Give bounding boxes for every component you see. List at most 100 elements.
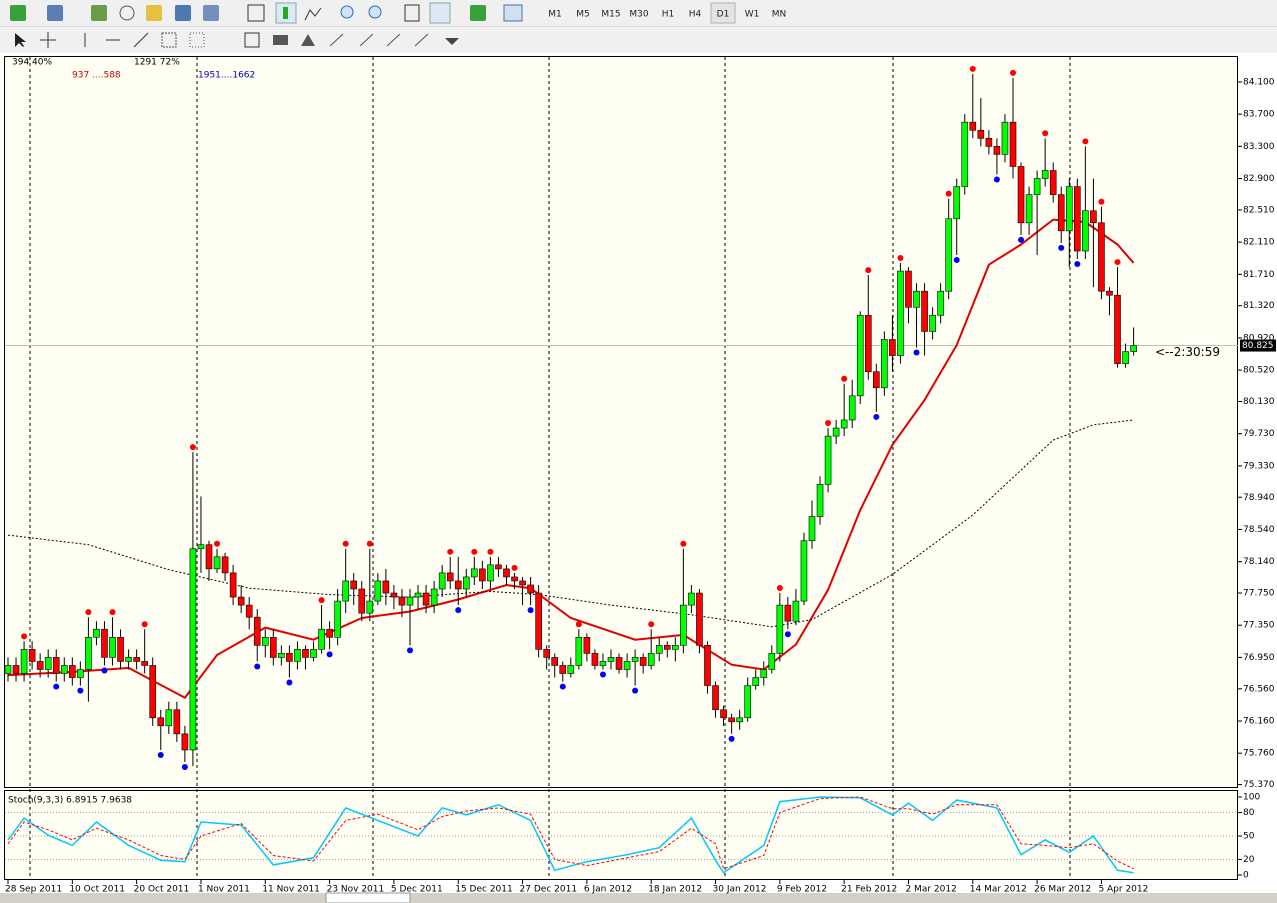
x-tick-label: 23 Nov 2011	[327, 885, 385, 895]
x-tick-label: 18 Jan 2012	[648, 885, 702, 895]
cursor-tool[interactable]	[15, 33, 26, 47]
candle-icon	[283, 7, 288, 19]
fractal-down	[527, 607, 534, 614]
fibo-tool[interactable]	[189, 32, 205, 48]
x-tick-label: 14 Mar 2012	[970, 885, 1027, 895]
candle-body	[688, 592, 695, 606]
candle-body	[808, 516, 816, 542]
x-tick-label: 9 Feb 2012	[777, 885, 827, 895]
period-button[interactable]: H1	[662, 10, 675, 20]
candle-body	[672, 645, 679, 650]
period-bar: M1 M5 M15 M30 H1 H4 D1 W1 MN	[548, 10, 786, 20]
periods-button[interactable]	[503, 4, 523, 22]
candle-body	[776, 604, 784, 654]
candle-body	[607, 657, 615, 662]
chart-shift-button[interactable]	[429, 2, 451, 24]
line-chart-button[interactable]	[304, 7, 322, 21]
candle-body	[414, 592, 422, 598]
profiles-button[interactable]	[47, 5, 63, 21]
expansion-tool[interactable]	[414, 33, 429, 47]
rectangle-tool[interactable]	[273, 35, 288, 45]
terminal-button[interactable]	[175, 5, 191, 21]
pitchfork-tool[interactable]	[329, 33, 344, 47]
bar-chart-button[interactable]	[247, 4, 265, 22]
candle-body	[816, 484, 824, 517]
navigator-button[interactable]	[119, 5, 135, 21]
candle-body	[60, 665, 68, 674]
candle-body	[993, 146, 1001, 155]
candle-body	[173, 709, 181, 735]
candle-body	[189, 548, 197, 751]
x-tick-label: 2 Mar 2012	[905, 885, 956, 895]
candle-body	[953, 186, 961, 220]
triangle-tool[interactable]	[301, 34, 315, 46]
price-panel	[4, 56, 1238, 788]
fractal-down	[873, 413, 880, 420]
candle-body	[382, 580, 390, 594]
trendline-tool[interactable]	[133, 32, 149, 48]
label-tool[interactable]	[244, 32, 260, 48]
candle-body	[117, 636, 124, 662]
new-order-button[interactable]	[10, 5, 26, 21]
period-button[interactable]: MN	[772, 10, 787, 20]
zoom-in-button[interactable]	[340, 5, 354, 19]
candle-body	[1041, 170, 1049, 179]
y-tick-label: 80.920	[1243, 333, 1275, 343]
fractal-down	[1074, 261, 1081, 268]
arc-tool[interactable]	[386, 33, 401, 47]
indicators-button[interactable]	[470, 5, 486, 21]
period-button[interactable]: M15	[601, 10, 620, 20]
tester-button[interactable]	[203, 5, 219, 21]
info-text: 937 ....588	[72, 71, 121, 81]
candle-body	[1122, 351, 1129, 364]
candle-body	[704, 645, 711, 686]
chart-tab[interactable]	[325, 892, 411, 903]
candle-body	[824, 435, 832, 485]
candle-body	[149, 665, 157, 719]
channel-tool[interactable]	[161, 32, 177, 48]
arrows-tool[interactable]	[445, 38, 459, 45]
x-tick-label: 1 Nov 2011	[198, 885, 250, 895]
indicator-line	[7, 796, 1134, 870]
fractal-down	[784, 631, 791, 638]
period-button[interactable]: W1	[745, 10, 760, 20]
candle-body	[286, 653, 293, 662]
period-button[interactable]: M1	[548, 10, 562, 20]
favorites-button[interactable]	[146, 5, 162, 21]
period-button[interactable]: D1	[717, 10, 730, 20]
y-tick-label: 81.710	[1243, 270, 1275, 280]
candle-body	[1114, 294, 1121, 364]
y-tick-label: 0	[1243, 871, 1249, 881]
candle-body	[792, 600, 800, 622]
autoscroll-button[interactable]	[404, 4, 420, 22]
candle-body	[422, 592, 430, 606]
chart-tabs-bar	[0, 893, 1277, 903]
candle-body	[77, 669, 84, 678]
market-watch-button[interactable]	[91, 5, 107, 21]
candle-body	[358, 588, 366, 614]
candle-body	[229, 572, 237, 598]
period-button[interactable]: M30	[629, 10, 648, 20]
bid-label: 80.825	[1242, 341, 1274, 351]
info-text: 1951....1662	[198, 71, 255, 81]
candle-body	[728, 717, 735, 723]
y-tick-label: 75.760	[1243, 749, 1275, 759]
x-tick-label: 27 Dec 2011	[520, 885, 578, 895]
candle-body	[12, 665, 20, 674]
fan-tool[interactable]	[359, 33, 374, 47]
candle-body	[591, 653, 599, 666]
candle-body	[205, 544, 213, 570]
period-button[interactable]: H4	[689, 10, 702, 20]
candle-body	[1017, 166, 1025, 224]
candle-body	[430, 588, 438, 606]
fractal-down	[157, 751, 164, 758]
period-button[interactable]: M5	[576, 10, 590, 20]
y-tick-label: 78.940	[1243, 493, 1275, 503]
fractal-down	[559, 683, 566, 690]
zoom-out-button[interactable]	[368, 5, 382, 19]
fractal-down	[993, 176, 1000, 183]
candle-body	[784, 604, 792, 622]
fractal-down	[1058, 244, 1065, 251]
candle-body	[615, 657, 623, 670]
candle-body	[832, 427, 840, 437]
